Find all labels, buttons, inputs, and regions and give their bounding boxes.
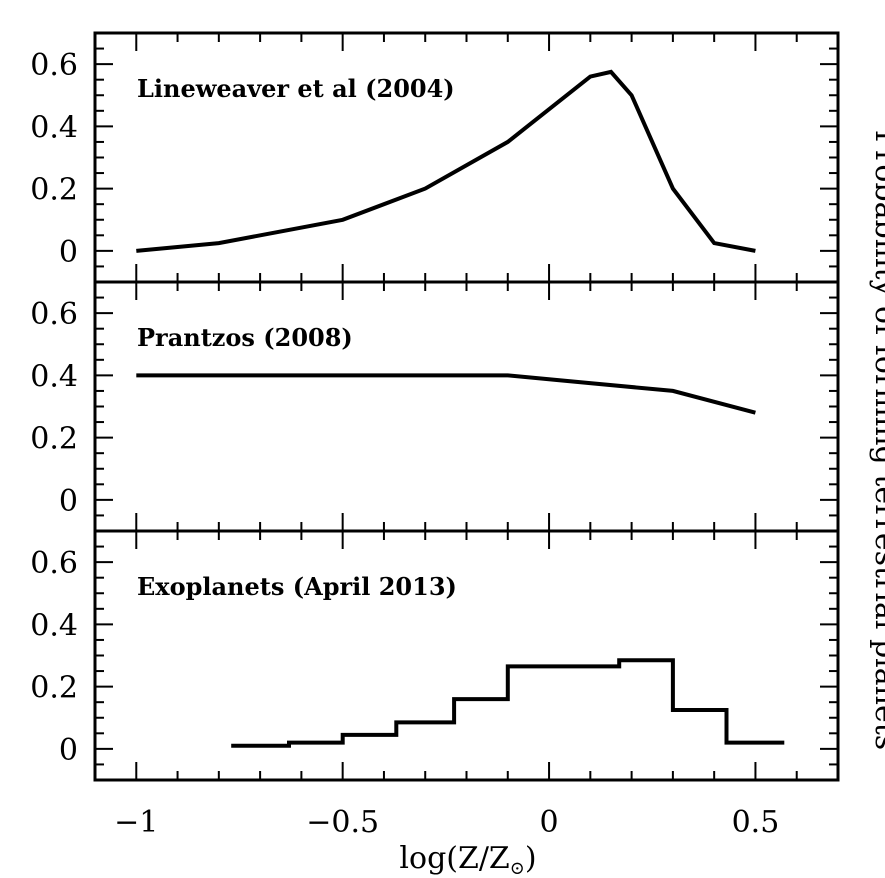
y-tick-label: 0.6: [30, 297, 78, 332]
panel-title: Lineweaver et al (2004): [137, 74, 455, 103]
y-tick-label: 0.2: [30, 173, 78, 208]
y-tick-label: 0: [59, 484, 78, 519]
panel-title: Prantzos (2008): [137, 323, 353, 352]
panel-2: 0 0.2 0.4 0.6 Prantzos (2008): [30, 280, 840, 533]
y-tick-label: 0.2: [30, 671, 78, 706]
y-tick-label: 0: [59, 733, 78, 768]
panel-1: 0 0.2 0.4 0.6 Lineweaver et al (2004): [30, 31, 840, 284]
y-tick-label: 0.4: [30, 359, 78, 394]
panel-3: 0 0.2 0.4 0.6 Exoplanets (April 2013): [30, 529, 840, 782]
x-tick-label: −0.5: [306, 805, 379, 840]
y-axis-label: Probability of forming terrestrial plane…: [868, 130, 885, 750]
panel-title: Exoplanets (April 2013): [137, 572, 457, 601]
y-tick-label: 0.2: [30, 422, 78, 457]
y-tick-label: 0.4: [30, 110, 78, 145]
y-tick-label: 0.6: [30, 48, 78, 83]
series-line: [136, 69, 756, 253]
x-axis-label-close: ): [525, 841, 537, 876]
series-line: [231, 658, 785, 748]
x-axis-label: log(Z/Z⊙): [399, 841, 536, 878]
x-tick-label: −1: [114, 805, 158, 840]
y-tick-label: 0: [59, 235, 78, 270]
x-axis-label-subscript: ⊙: [510, 858, 525, 878]
panels-group: 0 0.2 0.4 0.6 Lineweaver et al (2004) 0 0.2 0.4…: [30, 31, 840, 840]
series-line: [136, 373, 756, 415]
x-tick-label: 0.5: [732, 805, 780, 840]
y-tick-label: 0.4: [30, 608, 78, 643]
x-tick-label: 0: [540, 805, 559, 840]
x-axis-label-main: log(Z/Z: [399, 841, 509, 876]
y-tick-label: 0.6: [30, 546, 78, 581]
